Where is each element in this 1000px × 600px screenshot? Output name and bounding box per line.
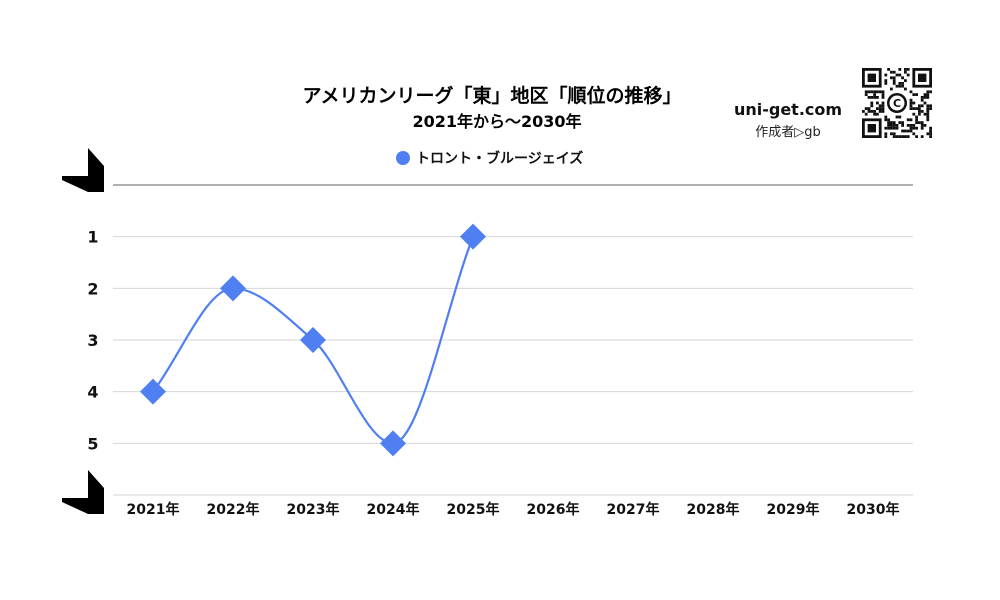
y-tick-label: 4 [87,383,98,402]
x-tick-label: 2025年 [447,501,500,518]
axis-bottom-bracket-icon [62,470,104,514]
legend-marker-icon [396,151,410,165]
svg-text:C: C [893,97,901,110]
x-axis: 2021年 2022年 2023年 2024年 2025年 2026年 2027年 2028年… [127,501,900,518]
data-point-marker [140,378,166,405]
x-tick-label: 2021年 [127,501,180,518]
legend-label: トロント・ブルージェイズ [416,150,583,167]
x-tick-label: 2023年 [287,501,340,518]
chart-subtitle: 2021年から〜2030年 [412,112,581,131]
x-tick-label: 2024年 [367,501,420,518]
data-point-marker [380,430,406,457]
series-group [140,223,486,457]
author-label: 作成者▷gb [755,125,821,140]
y-tick-label: 1 [87,228,98,247]
x-tick-label: 2027年 [607,501,660,518]
axis-top-bracket-icon [62,148,104,192]
data-point-marker [300,327,326,353]
y-tick-label: 2 [87,279,98,298]
x-tick-label: 2022年 [207,501,260,518]
chart-title: アメリカンリーグ「東」地区「順位の推移」 [302,84,681,107]
series-line [152,236,475,445]
data-point-marker [220,275,246,302]
x-tick-label: 2029年 [767,501,820,518]
x-tick-label: 2030年 [847,501,900,518]
data-point-marker [460,223,486,250]
y-tick-label: 5 [87,434,98,453]
site-name: uni-get.com [734,100,842,119]
y-axis: 1 2 3 4 5 [87,228,98,454]
x-tick-label: 2026年 [527,501,580,518]
qr-code-icon: C [862,68,932,138]
legend: トロント・ブルージェイズ [396,150,583,167]
x-tick-label: 2028年 [687,501,740,518]
y-tick-label: 3 [87,331,98,350]
grid [113,184,913,496]
